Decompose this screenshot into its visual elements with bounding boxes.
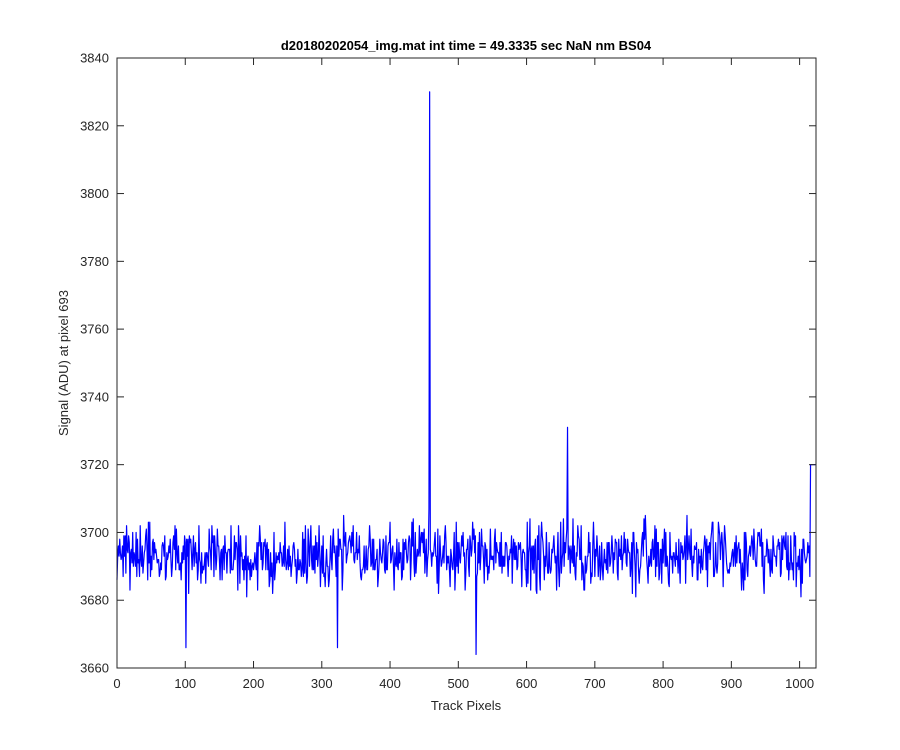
x-tick-label: 200 [243,676,265,691]
x-tick-label: 800 [652,676,674,691]
y-tick-label: 3760 [80,322,109,337]
y-tick-label: 3660 [80,661,109,676]
y-axis: 3660 3680 3700 3720 3740 3760 3780 3800 3820 3840 [80,51,816,676]
x-axis-label: Track Pixels [431,698,502,713]
y-tick-label: 3820 [80,118,109,133]
axes-box [116,57,817,669]
y-tick-label: 3700 [80,525,109,540]
x-tick-label: 400 [379,676,401,691]
x-tick-label: 700 [584,676,606,691]
y-tick-label: 3680 [80,593,109,608]
y-tick-label: 3740 [80,389,109,404]
chart-title: d20180202054_img.mat int time = 49.3335 … [281,38,652,53]
y-axis-label: Signal (ADU) at pixel 693 [56,290,71,436]
y-tick-label: 3780 [80,254,109,269]
y-tick-label: 3800 [80,186,109,201]
x-tick-label: 900 [721,676,743,691]
series-layer [116,91,816,656]
x-tick-label: 0 [113,676,120,691]
x-tick-label: 1000 [785,676,814,691]
y-tick-label: 3720 [80,457,109,472]
x-tick-label: 500 [447,676,469,691]
x-tick-label: 300 [311,676,333,691]
series-line [116,91,816,656]
x-axis: 0 100 200 300 400 500 600 700 800 900 1000 [113,58,814,691]
y-tick-label: 3840 [80,51,109,66]
x-tick-label: 600 [516,676,538,691]
x-tick-label: 100 [174,676,196,691]
